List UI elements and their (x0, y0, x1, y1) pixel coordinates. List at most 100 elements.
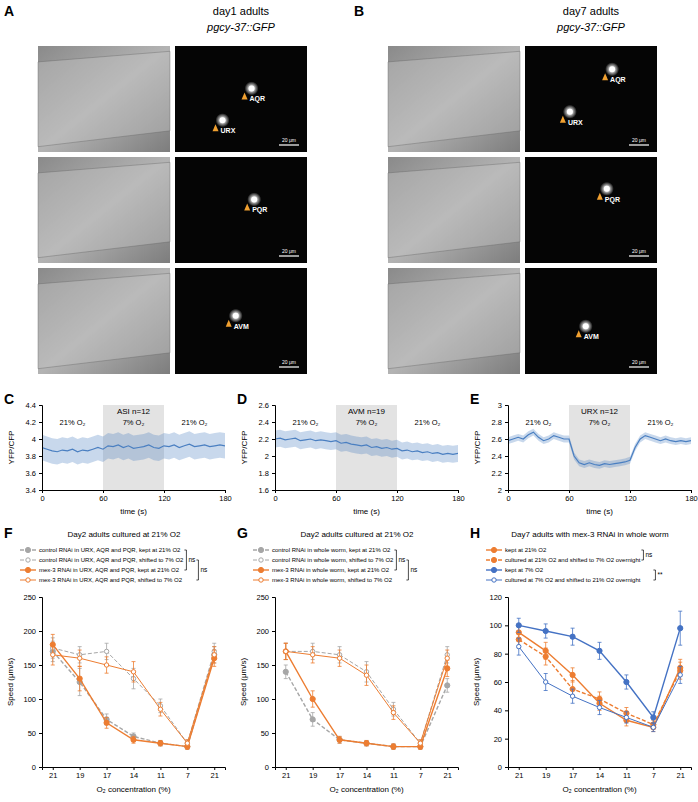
legend-marker (25, 547, 30, 552)
chart-panel: 22.22.42.62.83060120180EURX n=1221% O₂7%… (470, 391, 698, 516)
legend-label: kept at 7% O2 (505, 567, 544, 573)
error-bar (418, 740, 422, 747)
tick-label: 0 (40, 494, 44, 503)
axis: 060120180 (273, 490, 464, 503)
tick-mark (53, 767, 54, 770)
arrowhead (242, 92, 248, 99)
tick: 2.2 (492, 469, 508, 478)
tick-label: 3 (498, 401, 502, 410)
axis-line (39, 598, 43, 768)
error-bar (571, 668, 575, 682)
tick-label: 17 (569, 771, 577, 780)
tick: 180 (452, 490, 465, 503)
y-axis-title: YFP/CFP (240, 431, 249, 465)
tick: 0 (32, 763, 42, 772)
x-axis-title: O₂ concentration (%) (329, 785, 404, 794)
scale-bar (629, 366, 649, 367)
tick-mark (39, 439, 42, 440)
data-point (284, 649, 288, 653)
tick-mark (505, 597, 508, 598)
plot-area (50, 634, 217, 749)
series (516, 624, 683, 732)
neuron-glow (245, 81, 259, 95)
tick: 17 (336, 767, 344, 780)
fluorescence-image (525, 157, 657, 263)
tick-label: 60 (565, 494, 573, 503)
series-line (286, 651, 447, 743)
tick-mark (505, 422, 508, 423)
tick: 2.6 (259, 401, 275, 410)
axis: 050100150200250 (256, 593, 275, 772)
error-bar (284, 643, 288, 659)
chart-title: AVM n=19 (348, 407, 386, 416)
tick-mark (447, 767, 448, 770)
tick-mark (272, 490, 275, 491)
comparison-bracket (184, 550, 186, 570)
error-band (42, 431, 225, 464)
tick: 250 (256, 593, 275, 602)
tick-mark (39, 767, 42, 768)
data-point (337, 656, 341, 660)
x-axis-title: time (s) (353, 507, 380, 516)
scale-bar (279, 144, 299, 145)
tick: 2.2 (259, 435, 275, 444)
tick-label: 250 (256, 593, 269, 602)
tick-mark (458, 490, 459, 493)
legend-label: control RNAi in whole worm, shifted to 7… (272, 557, 394, 563)
tick: 4 (32, 435, 42, 444)
series (51, 645, 217, 747)
tick: 120 (158, 490, 171, 503)
tick-mark (272, 405, 275, 406)
neuron-soma (251, 196, 257, 202)
tick-mark (505, 490, 508, 491)
tick-mark (272, 767, 275, 768)
tick: 3 (498, 401, 508, 410)
series-line (53, 655, 214, 743)
tick-label: 2.6 (259, 401, 269, 410)
data-point (651, 725, 655, 729)
phase-label: 21% O₂ (648, 418, 674, 427)
data-point (570, 634, 575, 639)
error-bar (544, 624, 548, 638)
tick-label: 0 (32, 763, 36, 772)
panel-title: day1 adults (213, 5, 270, 17)
dic-body (388, 273, 520, 368)
neuron-label: PQR (252, 206, 267, 214)
error-bar (391, 706, 395, 720)
chart-title: Day2 adults cultured at 21% O2 (301, 530, 415, 539)
arrowhead (597, 193, 603, 200)
tick-mark (272, 699, 275, 700)
tick-mark (313, 767, 314, 770)
tick-label: 11 (157, 771, 165, 780)
tick-label: 2.4 (492, 452, 502, 461)
error-bar (284, 643, 288, 659)
data-point (77, 676, 82, 681)
axis: 22.22.42.62.83 (492, 401, 509, 495)
dic-image (38, 268, 170, 374)
fluorescence-image (525, 46, 657, 152)
tick: 11 (623, 767, 631, 780)
phase-label: 7% O₂ (123, 418, 145, 427)
data-point (158, 741, 163, 746)
legend-label: control RNAi in whole worm, kept at 21% … (272, 547, 391, 553)
axis-line (509, 491, 692, 494)
data-point (212, 652, 217, 657)
data-point (391, 744, 396, 749)
error-bar (365, 665, 369, 685)
axis: 060120180 (506, 490, 697, 503)
axis-line (39, 406, 43, 491)
series-line (286, 651, 447, 746)
error-bar (678, 611, 682, 645)
neuron-glow (216, 113, 230, 127)
error-bar (284, 665, 288, 679)
tick-label: 250 (23, 593, 36, 602)
data-point (445, 656, 449, 660)
error-bar (105, 717, 109, 728)
dic-image (388, 157, 520, 263)
tick-label: 21 (49, 771, 57, 780)
tick: 150 (23, 661, 42, 670)
tick: 0 (40, 490, 44, 503)
chart-title: Day7 adults with mex-3 RNAi in whole wor… (511, 530, 669, 539)
tick-label: 4 (32, 435, 36, 444)
tick-label: 120 (489, 593, 502, 602)
